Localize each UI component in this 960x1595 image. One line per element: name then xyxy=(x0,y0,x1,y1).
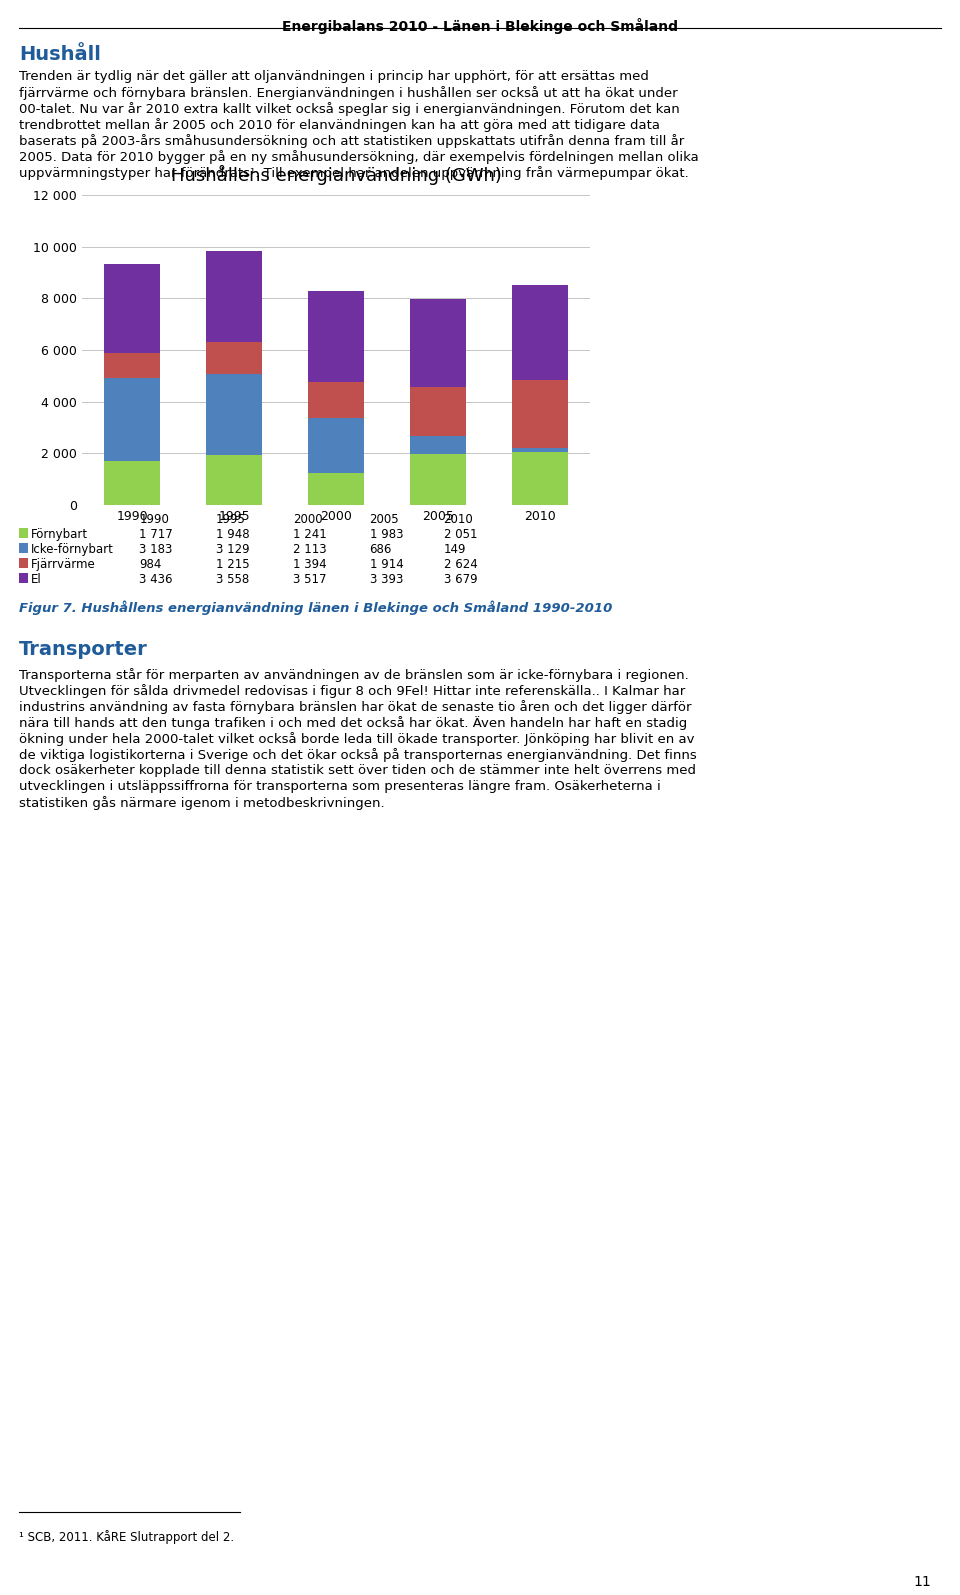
Bar xyxy=(410,435,466,453)
Bar xyxy=(308,292,364,383)
Bar xyxy=(308,383,364,418)
Bar xyxy=(308,418,364,474)
Bar xyxy=(105,378,160,461)
Text: 00-talet. Nu var år 2010 extra kallt vilket också speglar sig i energianvändning: 00-talet. Nu var år 2010 extra kallt vil… xyxy=(19,102,680,116)
Text: Utvecklingen för sålda drivmedel redovisas i figur 8 och 9Fel! Hittar inte refer: Utvecklingen för sålda drivmedel redovis… xyxy=(19,684,685,699)
Text: 3 393: 3 393 xyxy=(370,573,403,585)
Text: 984: 984 xyxy=(139,558,161,571)
Text: 149: 149 xyxy=(444,542,466,557)
Text: industrins användning av fasta förnybara bränslen har ökat de senaste tio åren o: industrins användning av fasta förnybara… xyxy=(19,700,692,715)
Text: uppvärmningstyper har förändrats¹. Till exempel har andelen uppvärmning från vär: uppvärmningstyper har förändrats¹. Till … xyxy=(19,166,689,180)
Text: Fjärrvärme: Fjärrvärme xyxy=(31,558,95,571)
Text: 1 394: 1 394 xyxy=(293,558,326,571)
Bar xyxy=(410,298,466,386)
Text: 3 436: 3 436 xyxy=(139,573,173,585)
Bar xyxy=(105,461,160,506)
Text: 2 113: 2 113 xyxy=(293,542,326,557)
Text: 1 983: 1 983 xyxy=(370,528,403,541)
Text: 1 914: 1 914 xyxy=(370,558,403,571)
Text: ökning under hela 2000-talet vilket också borde leda till ökade transporter. Jön: ökning under hela 2000-talet vilket ocks… xyxy=(19,732,695,746)
Bar xyxy=(308,474,364,506)
Text: Figur 7. Hushållens energianvändning länen i Blekinge och Småland 1990-2010: Figur 7. Hushållens energianvändning län… xyxy=(19,600,612,614)
Text: 1 215: 1 215 xyxy=(216,558,250,571)
Bar xyxy=(105,352,160,378)
Text: statistiken gås närmare igenom i metodbeskrivningen.: statistiken gås närmare igenom i metodbe… xyxy=(19,796,385,810)
Bar xyxy=(410,386,466,435)
Text: Hushåll: Hushåll xyxy=(19,45,101,64)
Text: El: El xyxy=(31,573,41,585)
Text: 2010: 2010 xyxy=(444,514,473,526)
Bar xyxy=(206,373,262,455)
Bar xyxy=(512,451,567,506)
Text: de viktiga logistikorterna i Sverige och det ökar också på transporternas energi: de viktiga logistikorterna i Sverige och… xyxy=(19,748,697,762)
Text: Trenden är tydlig när det gäller att oljanvändningen i princip har upphört, för : Trenden är tydlig när det gäller att olj… xyxy=(19,70,649,83)
Text: dock osäkerheter kopplade till denna statistik sett över tiden och de stämmer in: dock osäkerheter kopplade till denna sta… xyxy=(19,764,696,777)
Bar xyxy=(410,453,466,506)
Text: 2005: 2005 xyxy=(370,514,399,526)
Text: Förnybart: Förnybart xyxy=(31,528,88,541)
Text: 11: 11 xyxy=(914,1574,931,1589)
Text: 3 129: 3 129 xyxy=(216,542,250,557)
Bar xyxy=(206,250,262,343)
Text: 1990: 1990 xyxy=(139,514,169,526)
Bar xyxy=(105,265,160,352)
Text: ¹ SCB, 2011. KåRE Slutrapport del 2.: ¹ SCB, 2011. KåRE Slutrapport del 2. xyxy=(19,1530,234,1544)
Bar xyxy=(206,343,262,373)
Text: 1 241: 1 241 xyxy=(293,528,326,541)
Bar xyxy=(512,286,567,380)
Text: fjärrvärme och förnybara bränslen. Energianvändningen i hushållen ser också ut a: fjärrvärme och förnybara bränslen. Energ… xyxy=(19,86,678,100)
Text: 2 051: 2 051 xyxy=(444,528,477,541)
Text: Energibalans 2010 - Länen i Blekinge och Småland: Energibalans 2010 - Länen i Blekinge och… xyxy=(282,18,678,33)
Text: 1 948: 1 948 xyxy=(216,528,250,541)
Bar xyxy=(206,455,262,506)
Text: 1995: 1995 xyxy=(216,514,246,526)
Text: baserats på 2003-års småhusundersökning och att statistiken uppskattats utifrån : baserats på 2003-års småhusundersökning … xyxy=(19,134,684,148)
Text: Transporterna står för merparten av användningen av de bränslen som är icke-förn: Transporterna står för merparten av anvä… xyxy=(19,668,689,683)
Text: 3 679: 3 679 xyxy=(444,573,477,585)
Text: 3 183: 3 183 xyxy=(139,542,173,557)
Text: utvecklingen i utsläppssiffrorna för transporterna som presenteras längre fram. : utvecklingen i utsläppssiffrorna för tra… xyxy=(19,780,660,793)
Bar xyxy=(512,380,567,448)
Bar xyxy=(512,448,567,451)
Text: 3 558: 3 558 xyxy=(216,573,250,585)
Text: Icke-förnybart: Icke-förnybart xyxy=(31,542,113,557)
Text: 2 624: 2 624 xyxy=(444,558,477,571)
Text: 2000: 2000 xyxy=(293,514,323,526)
Text: 3 517: 3 517 xyxy=(293,573,326,585)
Text: trendbrottet mellan år 2005 och 2010 för elanvändningen kan ha att göra med att : trendbrottet mellan år 2005 och 2010 för… xyxy=(19,118,660,132)
Text: 686: 686 xyxy=(370,542,392,557)
Title: Hushållens energianvändning (GWh): Hushållens energianvändning (GWh) xyxy=(171,164,501,185)
Text: Transporter: Transporter xyxy=(19,640,148,659)
Text: 1 717: 1 717 xyxy=(139,528,173,541)
Text: nära till hands att den tunga trafiken i och med det också har ökat. Även handel: nära till hands att den tunga trafiken i… xyxy=(19,716,687,731)
Text: 2005. Data för 2010 bygger på en ny småhusundersökning, där exempelvis fördelnin: 2005. Data för 2010 bygger på en ny småh… xyxy=(19,150,699,164)
